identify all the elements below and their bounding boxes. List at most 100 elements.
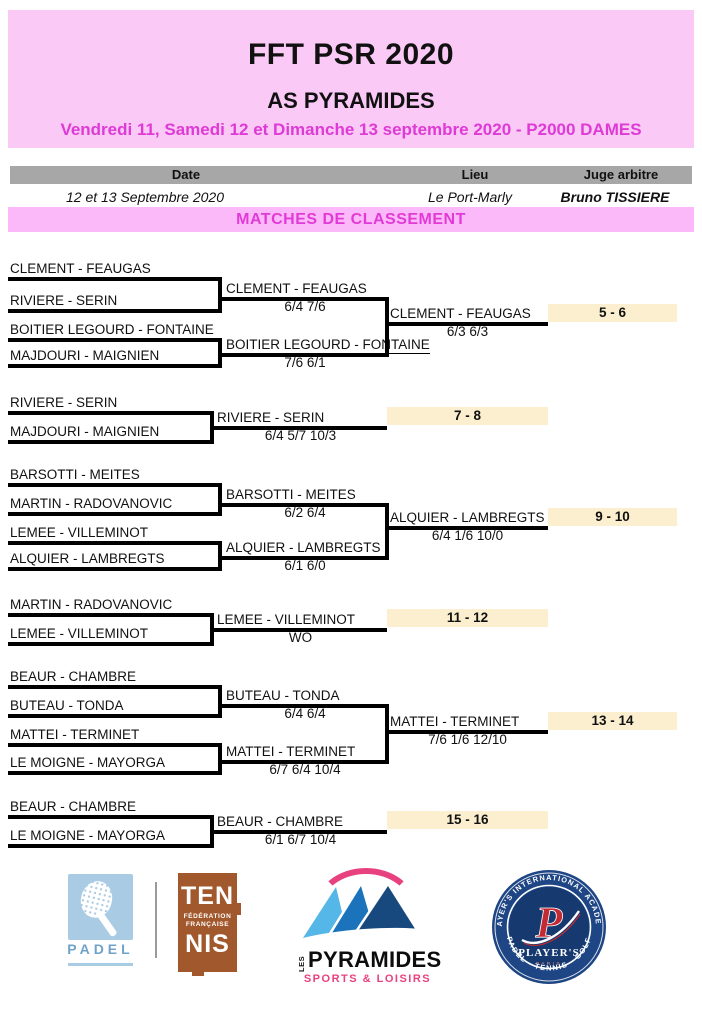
bracket-line [387, 322, 548, 326]
bracket-line [218, 541, 222, 571]
players-logo-city: PARIS [536, 961, 562, 967]
header-banner [8, 10, 694, 148]
bracket-line [210, 411, 214, 444]
bracket-line [8, 541, 222, 545]
team-name: CLEMENT - FEAUGAS [10, 261, 151, 278]
bracket-line [8, 844, 214, 848]
bracket-line [385, 704, 389, 764]
bracket-line [8, 642, 214, 646]
padel-logo-label: PADEL [67, 941, 134, 957]
bracket-line [385, 297, 389, 357]
fft-logo-text: FÉDÉRATION [183, 913, 232, 920]
bracket-line [222, 704, 388, 708]
match-winner: CLEMENT - FEAUGAS [226, 281, 367, 298]
bracket-line [8, 411, 214, 415]
team-name: BEAUR - CHAMBRE [10, 799, 137, 816]
match-winner: MATTEI - TERMINET [390, 714, 520, 731]
fft-tennis-logo: TEN FÉDÉRATION FRANÇAISE NIS [178, 873, 237, 972]
match-winner: RIVIERE - SERIN [217, 410, 325, 427]
match-winner: BEAUR - CHAMBRE [217, 814, 344, 831]
placement-cell: 13 - 14 [548, 712, 677, 730]
match-winner: MATTEI - TERMINET [226, 744, 356, 761]
bracket-line [218, 483, 222, 516]
bracket-line [214, 426, 387, 430]
fft-logo-text: NIS [185, 930, 230, 958]
team-name: BUTEAU - TONDA [10, 698, 124, 715]
column-header-lieu: Lieu [461, 167, 489, 182]
team-name: BARSOTTI - MEITES [10, 467, 140, 484]
team-name: LE MOIGNE - MAYORGA [10, 755, 166, 772]
bracket-line [214, 628, 387, 632]
bracket-line [8, 685, 222, 689]
pyramides-logo-tagline: SPORTS & LOISIRS [303, 973, 432, 985]
team-name: RIVIERE - SERIN [10, 395, 118, 412]
team-name: MATTEI - TERMINET [10, 727, 140, 744]
bracket-line [218, 277, 222, 313]
match-score: 6/4 6/4 [284, 706, 326, 721]
match-score: 6/3 6/3 [446, 324, 489, 339]
bracket-line [8, 771, 222, 775]
team-name: MAJDOURI - MAIGNIEN [10, 424, 160, 441]
match-score: 6/7 6/4 10/4 [269, 762, 341, 777]
team-name: BOITIER LEGOURD - FONTAINE [10, 322, 214, 339]
bracket-line [8, 613, 214, 617]
match-score: 6/1 6/0 [284, 558, 326, 573]
team-name: ALQUIER - LAMBREGTS [10, 551, 165, 568]
bracket-line [387, 526, 548, 530]
match-score: 6/4 7/6 [284, 299, 326, 314]
bracket-line [8, 567, 222, 571]
bracket-line [222, 297, 388, 301]
bracket-line [8, 364, 222, 368]
bracket-line [222, 556, 388, 560]
page-title: FFT PSR 2020 [247, 38, 455, 71]
match-winner: BOITIER LEGOURD - FONTAINE [226, 337, 430, 354]
match-winner: ALQUIER - LAMBREGTS [226, 540, 381, 557]
placement-cell: 7 - 8 [387, 407, 548, 425]
info-table-header: Date Lieu Juge arbitre [10, 166, 692, 184]
match-winner: ALQUIER - LAMBREGTS [390, 510, 545, 527]
match-score: WO [288, 630, 313, 645]
team-name: LEMEE - VILLEMINOT [10, 525, 149, 542]
bracket-line [210, 613, 214, 646]
club-title: AS PYRAMIDES [267, 88, 435, 113]
match-winner: CLEMENT - FEAUGAS [390, 306, 531, 323]
bracket-line [8, 277, 222, 281]
match-score: 6/1 6/7 10/4 [264, 832, 337, 847]
placement-cell: 11 - 12 [387, 609, 548, 627]
bracket-line [222, 760, 388, 764]
fft-logo-text: TEN [181, 882, 234, 910]
fft-logo-text: FRANÇAISE [185, 920, 230, 928]
column-header-juge: Juge arbitre [583, 167, 659, 182]
pyramides-logo-name: PYRAMIDES [308, 947, 442, 972]
match-score: 6/4 1/6 10/0 [431, 528, 504, 543]
players-academy-logo: PLAYER'S INTERNATIONAL ACADEMY PADEL - T… [488, 866, 606, 984]
placement-cell: 15 - 16 [387, 811, 548, 829]
lieu-value: Le Port-Marly [427, 189, 513, 205]
bracket-line [8, 512, 222, 516]
players-monogram: P [535, 898, 564, 947]
team-name: MARTIN - RADOVANOVIC [10, 496, 173, 513]
players-logo-name: PLAYER'S [518, 947, 579, 959]
placement-cell: 5 - 6 [548, 304, 677, 322]
fft-logo-tab [237, 903, 241, 915]
match-score: 7/6 6/1 [284, 355, 326, 370]
match-score: 6/4 5/7 10/3 [264, 428, 337, 443]
match-score: 6/2 6/4 [284, 505, 326, 520]
match-winner: BUTEAU - TONDA [226, 688, 340, 705]
team-name: BEAUR - CHAMBRE [10, 669, 137, 686]
match-winner: LEMEE - VILLEMINOT [217, 612, 356, 629]
bracket-line [218, 743, 222, 775]
juge-arbitre-value: Bruno TISSIERE [560, 189, 670, 205]
team-name: MAJDOURI - MAIGNIEN [10, 348, 160, 365]
bracket-line [8, 815, 214, 819]
bracket-line [218, 338, 222, 368]
team-name: LEMEE - VILLEMINOT [10, 626, 149, 643]
event-dates: Vendredi 11, Samedi 12 et Dimanche 13 se… [60, 120, 642, 139]
bracket-line [8, 309, 222, 313]
section-title-bar: MATCHES DE CLASSEMENT [8, 207, 694, 232]
team-name: MARTIN - RADOVANOVIC [10, 597, 173, 614]
match-score: 7/6 1/6 12/10 [428, 732, 507, 747]
team-name: LE MOIGNE - MAYORGA [10, 828, 166, 845]
bracket-line [385, 503, 389, 560]
pyramides-arc [315, 868, 417, 950]
